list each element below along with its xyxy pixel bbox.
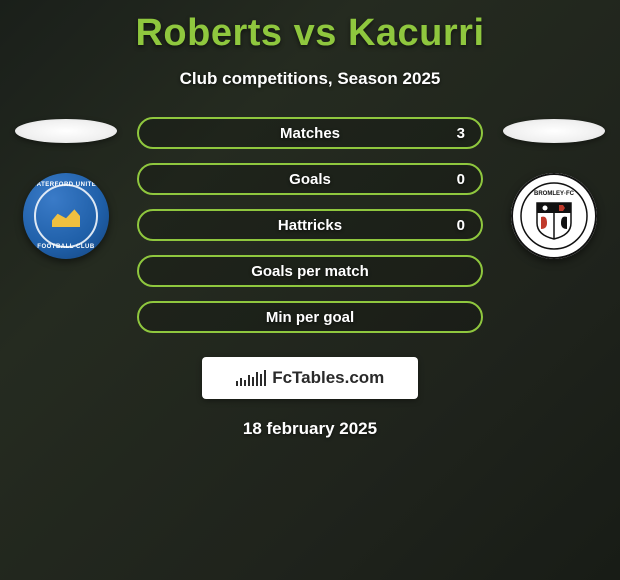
stat-row-hattricks: Hattricks 0 bbox=[137, 209, 483, 241]
stat-row-min-per-goal: Min per goal bbox=[137, 301, 483, 333]
stat-row-matches: Matches 3 bbox=[137, 117, 483, 149]
date-label: 18 february 2025 bbox=[0, 419, 620, 439]
right-side: BROMLEY·FC bbox=[503, 117, 605, 259]
chart-icon bbox=[236, 370, 267, 386]
comparison-row: WATERFORD UNITED FOOTBALL CLUB Matches 3… bbox=[0, 117, 620, 333]
brand-text: FcTables.com bbox=[272, 368, 384, 388]
subtitle: Club competitions, Season 2025 bbox=[0, 69, 620, 89]
page-title: Roberts vs Kacurri bbox=[0, 0, 620, 55]
stat-value: 3 bbox=[457, 125, 465, 142]
stat-row-goals-per-match: Goals per match bbox=[137, 255, 483, 287]
stat-label: Goals bbox=[289, 171, 331, 188]
crest-text-bottom: FOOTBALL CLUB bbox=[37, 244, 94, 250]
stat-row-goals: Goals 0 bbox=[137, 163, 483, 195]
stat-label: Min per goal bbox=[266, 309, 354, 326]
left-side: WATERFORD UNITED FOOTBALL CLUB bbox=[15, 117, 117, 259]
stat-label: Goals per match bbox=[251, 263, 369, 280]
player-avatar-right bbox=[503, 119, 605, 143]
stat-value: 0 bbox=[457, 171, 465, 188]
stats-column: Matches 3 Goals 0 Hattricks 0 Goals per … bbox=[137, 117, 483, 333]
stat-label: Matches bbox=[280, 125, 340, 142]
svg-text:BROMLEY·FC: BROMLEY·FC bbox=[534, 191, 575, 197]
stat-value: 0 bbox=[457, 217, 465, 234]
stat-label: Hattricks bbox=[278, 217, 342, 234]
club-crest-right: BROMLEY·FC bbox=[511, 173, 597, 259]
club-crest-left: WATERFORD UNITED FOOTBALL CLUB bbox=[23, 173, 109, 259]
brand-badge[interactable]: FcTables.com bbox=[202, 357, 418, 399]
crest-text-top: WATERFORD UNITED bbox=[31, 182, 101, 188]
player-avatar-left bbox=[15, 119, 117, 143]
